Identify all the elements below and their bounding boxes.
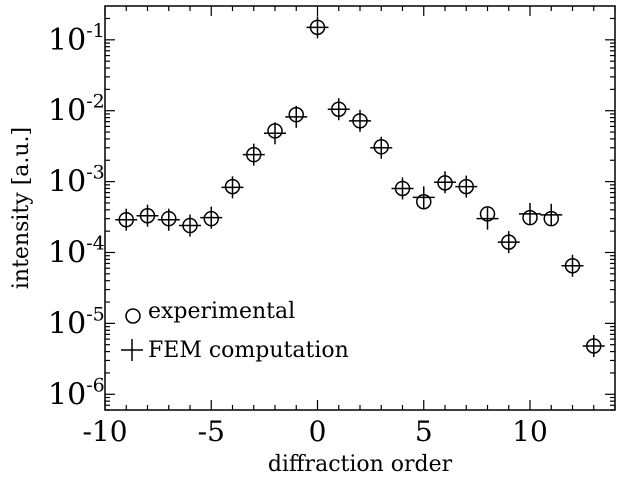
legend-label-experimental: experimental	[148, 299, 295, 324]
y-tick-label: 10-2	[48, 91, 105, 129]
y-tick-label: 10-3	[48, 162, 105, 200]
x-axis-label: diffraction order	[268, 452, 453, 477]
legend-circle-marker	[125, 308, 141, 324]
y-axis-label: intensity [a.u.]	[9, 127, 34, 289]
y-tick-label: 10-1	[48, 20, 105, 58]
x-tick-label: 5	[415, 415, 433, 448]
x-tick-label: -10	[82, 415, 127, 448]
y-tick-label: 10-5	[48, 303, 105, 341]
x-tick-label: -5	[198, 415, 225, 448]
legend: experimental FEM computation	[121, 299, 349, 363]
x-tick-label: 10	[512, 415, 548, 448]
data-points	[115, 16, 605, 357]
y-tick-label: 10-6	[48, 374, 105, 412]
y-tick-label: 10-4	[48, 232, 105, 270]
x-tick-label: 0	[309, 415, 327, 448]
axis-ticks: -10 -5 0 5 10 10-6 10-5 10-4 10-3 10-2 10-1	[48, 6, 616, 448]
legend-label-fem: FEM computation	[148, 338, 349, 363]
